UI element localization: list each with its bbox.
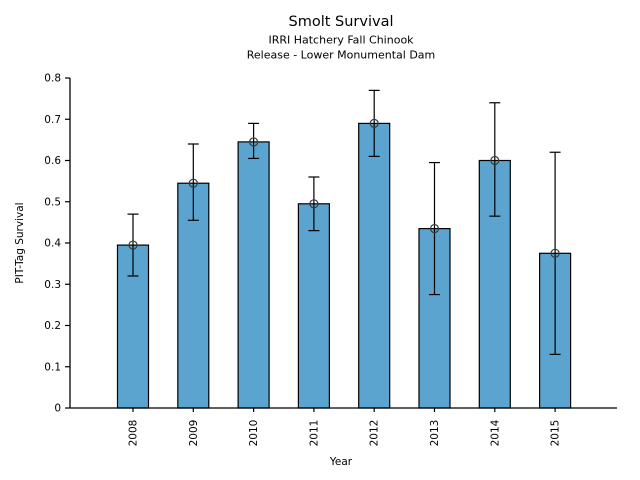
x-tick-label-2012: 2012 (369, 420, 381, 447)
bar-2010 (237, 141, 270, 409)
x-tick-label-2014: 2014 (489, 419, 501, 446)
y-tick-label-0.4: 0.4 (44, 238, 61, 250)
marker-circle-2015 (550, 248, 560, 258)
x-axis-label: Year (329, 456, 353, 468)
marker-circle-2009 (188, 178, 198, 188)
y-tick-label-0.7: 0.7 (44, 114, 61, 126)
x-tick-label-2013: 2013 (429, 420, 441, 447)
y-tick-label-0.1: 0.1 (44, 361, 61, 373)
marker-circle-2012 (369, 118, 379, 128)
x-tick-label-2008: 2008 (128, 420, 140, 447)
marker-circle-2010 (249, 137, 259, 147)
y-tick-label-0: 0 (54, 403, 61, 415)
x-tick-label-2015: 2015 (550, 420, 562, 447)
y-tick-label-0.6: 0.6 (44, 155, 61, 167)
y-tick-label-0.3: 0.3 (44, 279, 61, 291)
marker-circle-2013 (429, 223, 440, 234)
y-tick-label-0.2: 0.2 (44, 320, 61, 332)
marker-circle-2011 (309, 199, 319, 209)
y-tick-label-0.5: 0.5 (44, 196, 61, 208)
x-tick-label-2009: 2009 (188, 420, 200, 447)
marker-circle-2014 (490, 155, 500, 166)
x-tick-label-2010: 2010 (248, 420, 260, 447)
bar-2011 (297, 203, 330, 409)
bar-2012 (358, 122, 391, 409)
chart-subtitle-line2: Release - Lower Monumental Dam (246, 48, 436, 62)
chart-title: Smolt Survival (288, 14, 394, 30)
y-tick-label-0.8: 0.8 (44, 73, 61, 85)
chart-subtitle-line1: IRRI Hatchery Fall Chinook (268, 33, 414, 47)
x-tick-label-2011: 2011 (308, 420, 320, 447)
marker-circle-2008 (128, 240, 138, 250)
